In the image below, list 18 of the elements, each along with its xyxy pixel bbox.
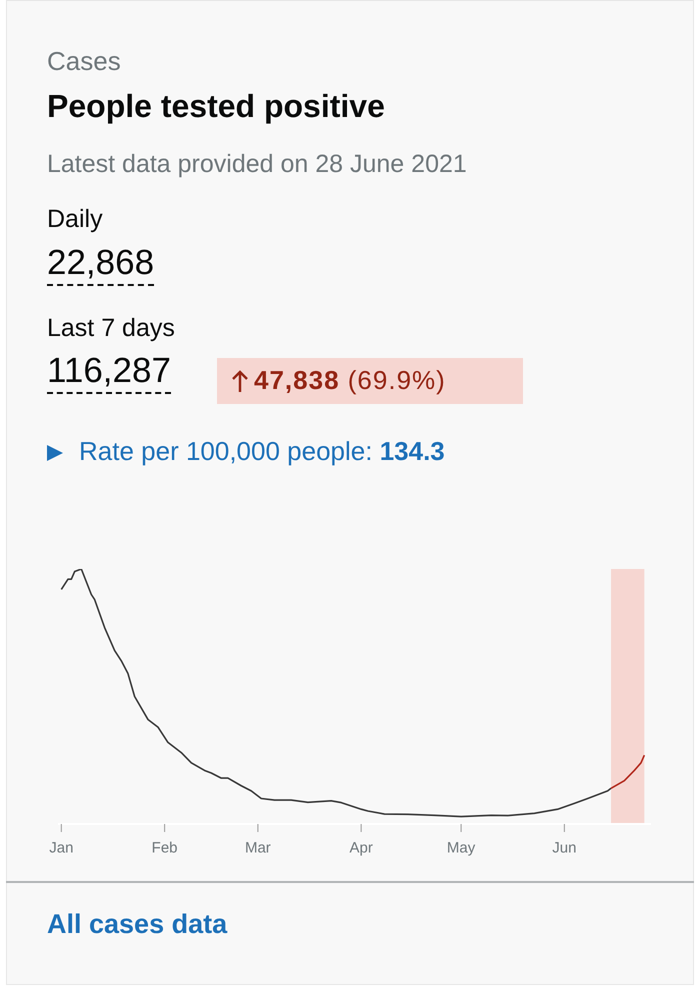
x-tick-label: Feb — [152, 840, 178, 857]
text: Daily — [47, 205, 103, 234]
text: 116,287 — [47, 350, 171, 394]
chart-subtitle: Latest data provided on 28 June 2021 — [47, 150, 467, 179]
text: (69.9%) — [348, 365, 446, 395]
x-tick-label: Apr — [349, 840, 373, 857]
text: 134.3 — [380, 436, 445, 466]
text: All cases data — [47, 909, 228, 940]
text: 47,838 — [254, 365, 340, 395]
text: 22,868 — [47, 242, 154, 286]
x-tick-label: May — [446, 840, 476, 857]
text: Last 7 days — [47, 314, 175, 343]
text: Rate per 100,000 people: — [79, 436, 372, 466]
text: Cases — [47, 46, 121, 77]
x-tick-label: Jun — [552, 840, 576, 857]
chart-title: People tested positive — [47, 88, 385, 125]
x-tick-label: Jan — [49, 840, 74, 857]
x-tick-label: Mar — [244, 840, 271, 857]
